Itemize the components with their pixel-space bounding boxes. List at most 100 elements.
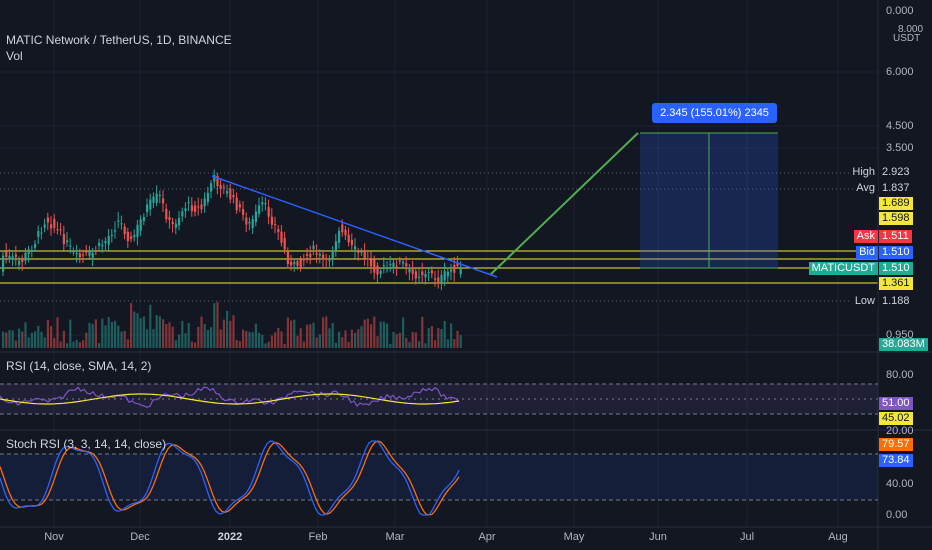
- volume-bar: [75, 339, 78, 348]
- candle-body: [414, 271, 417, 279]
- volume-bar: [98, 343, 101, 348]
- volume-bar: [398, 332, 401, 348]
- candle-body: [181, 211, 184, 217]
- candle-body: [293, 262, 296, 265]
- time-label: Aug: [828, 531, 848, 543]
- rsi-legend[interactable]: RSI (14, close, SMA, 14, 2): [6, 359, 152, 373]
- volume-bar: [142, 316, 145, 348]
- volume-bar: [18, 328, 21, 348]
- volume-bar: [411, 331, 414, 348]
- volume-bar: [315, 337, 318, 348]
- volume-bar: [296, 335, 299, 348]
- candle-body: [69, 245, 72, 247]
- candle-body: [277, 229, 280, 233]
- volume-bar: [133, 311, 136, 348]
- candle-body: [322, 254, 325, 260]
- volume-legend[interactable]: Vol: [6, 49, 23, 63]
- volume-bar: [261, 335, 264, 348]
- price-tag-value: 1.511: [879, 230, 912, 243]
- candle-body: [341, 224, 344, 233]
- volume-bar: [210, 327, 213, 348]
- volume-bar: [66, 343, 69, 348]
- candle-body: [165, 209, 168, 220]
- volume-bar: [59, 341, 62, 348]
- volume-bar: [363, 319, 366, 348]
- currency-label[interactable]: USDT: [893, 33, 921, 44]
- volume-bar: [414, 332, 417, 348]
- candle-body: [437, 277, 440, 284]
- volume-bar: [162, 319, 165, 348]
- candle-body: [5, 251, 8, 257]
- volume-bar: [389, 343, 392, 348]
- volume-bar: [373, 316, 376, 348]
- candle-body: [398, 260, 401, 262]
- volume-bar: [165, 324, 168, 348]
- candle-body: [78, 253, 81, 258]
- volume-bar: [187, 322, 190, 348]
- time-label: Nov: [44, 531, 64, 543]
- candle-body: [187, 201, 190, 203]
- volume-bar: [408, 342, 411, 348]
- volume-bar: [350, 329, 353, 348]
- volume-bar: [168, 322, 171, 348]
- volume-bar: [248, 331, 251, 348]
- volume-bar: [286, 317, 289, 348]
- candle-body: [357, 251, 360, 253]
- volume-bar: [120, 331, 123, 348]
- candle-body: [258, 205, 261, 214]
- candle-body: [194, 205, 197, 212]
- price-tick: 4.500: [886, 120, 914, 132]
- measure-label[interactable]: 2.345 (155.01%) 2345: [652, 103, 777, 123]
- candle-body: [370, 259, 373, 267]
- rsi-tick: 80.00: [886, 369, 914, 381]
- volume-bar: [277, 327, 280, 348]
- candle-body: [424, 273, 427, 278]
- candle-body: [302, 258, 305, 261]
- candle-body: [312, 245, 315, 250]
- candle-body: [238, 204, 241, 208]
- volume-bar: [50, 326, 53, 348]
- stoch-rsi-legend[interactable]: Stoch RSI (3, 3, 14, 14, close): [6, 437, 167, 451]
- candle-body: [446, 271, 449, 277]
- candle-body: [453, 265, 456, 273]
- candle-body: [386, 268, 389, 270]
- candle-body: [427, 272, 430, 274]
- volume-bars: [2, 302, 462, 348]
- volume-bar: [274, 332, 277, 348]
- descending-trendline[interactable]: [211, 175, 498, 278]
- volume-bar: [318, 334, 321, 348]
- candle-body: [101, 244, 104, 247]
- symbol-legend[interactable]: MATIC Network / TetherUS, 1D, BINANCE: [6, 33, 232, 47]
- candle-body: [14, 254, 17, 257]
- candle-body: [142, 216, 145, 221]
- candle-body: [219, 184, 222, 190]
- volume-bar: [40, 331, 43, 348]
- price-tag-value: 1.598: [879, 212, 913, 225]
- candle-body: [450, 269, 453, 272]
- volume-bar: [331, 322, 334, 348]
- volume-bar: [56, 317, 59, 348]
- volume-bar: [88, 322, 91, 348]
- rsi-tick: 20.00: [886, 425, 914, 437]
- candle-body: [418, 276, 421, 278]
- volume-bar: [200, 316, 203, 348]
- volume-bar: [190, 341, 193, 348]
- price-tag-label: Bid: [856, 246, 878, 259]
- volume-bar: [101, 318, 104, 348]
- volume-bar: [194, 342, 197, 348]
- candle-body: [347, 234, 350, 243]
- candle-body: [2, 255, 5, 272]
- candle-body: [309, 254, 312, 258]
- candle-body: [443, 271, 446, 281]
- projection-line[interactable]: [490, 132, 639, 275]
- volume-bar: [338, 331, 341, 348]
- candle-body: [98, 242, 101, 246]
- candle-body: [114, 230, 117, 232]
- volume-bar: [270, 335, 273, 348]
- volume-bar: [203, 323, 206, 348]
- volume-bar: [238, 341, 241, 348]
- candle-body: [376, 265, 379, 275]
- stoch-k-value-tag: 73.84: [879, 454, 913, 467]
- rsi-ma-line: [0, 393, 460, 405]
